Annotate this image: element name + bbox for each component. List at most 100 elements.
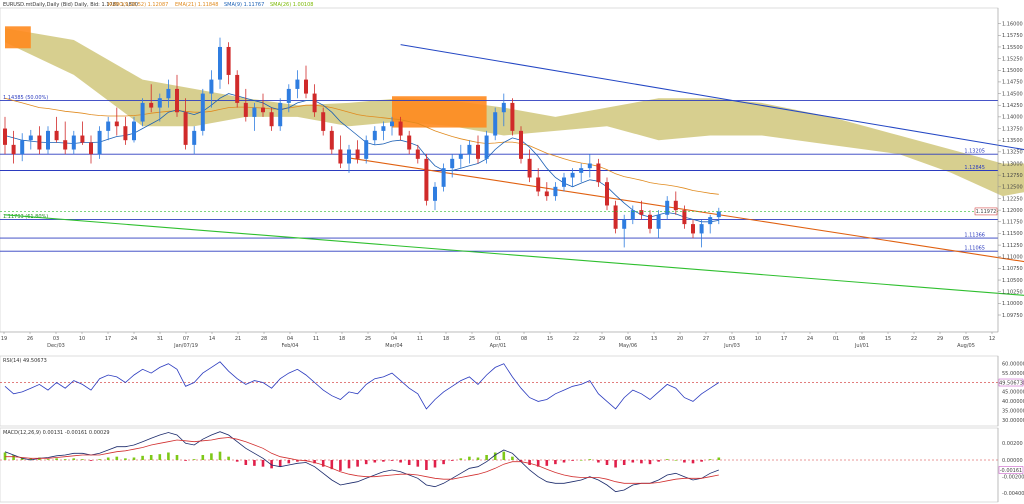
date-tick-label: 18 bbox=[339, 336, 345, 342]
price-tick-label: 1.10000 bbox=[1002, 301, 1023, 307]
macd-histogram-bar bbox=[313, 460, 316, 464]
candle-body bbox=[622, 219, 627, 229]
candle bbox=[11, 130, 16, 164]
candle-body bbox=[329, 130, 334, 150]
candle bbox=[278, 98, 283, 131]
date-tick-label: 03 bbox=[729, 336, 735, 342]
macd-tick-label: -0.00400 bbox=[1002, 491, 1024, 497]
candle-body bbox=[3, 128, 7, 145]
candle bbox=[467, 140, 472, 164]
candle bbox=[493, 107, 498, 141]
candle-body bbox=[46, 130, 50, 150]
date-tick-label: 22 bbox=[911, 336, 917, 342]
price-tick-label: 1.11500 bbox=[1002, 231, 1023, 237]
candle-body bbox=[716, 211, 721, 218]
macd-histogram-bar bbox=[648, 460, 652, 465]
macd-histogram-bar bbox=[261, 460, 265, 467]
candle-body bbox=[527, 158, 532, 178]
macd-histogram-bar bbox=[493, 452, 497, 460]
macd-histogram-bar bbox=[38, 457, 41, 460]
candle-body bbox=[269, 112, 274, 127]
candle bbox=[630, 205, 635, 225]
macd-histogram-bar bbox=[149, 455, 153, 460]
horizontal-level-label: 1.13205 bbox=[964, 149, 985, 155]
date-month-label: Jan/07/19 bbox=[173, 343, 198, 349]
rsi-lines bbox=[0, 361, 998, 410]
date-tick-label: 08 bbox=[521, 336, 527, 342]
date-tick-label: 27 bbox=[703, 336, 709, 342]
date-tick-label: 04 bbox=[287, 336, 293, 342]
date-tick-label: 20 bbox=[677, 336, 683, 342]
macd-histogram-bar bbox=[665, 459, 669, 460]
candle bbox=[579, 163, 584, 183]
horizontal-level-label: 1.11366 bbox=[964, 233, 985, 239]
candle bbox=[106, 116, 111, 141]
candle-body bbox=[114, 121, 119, 127]
macd-histogram-bar bbox=[425, 460, 428, 470]
candle-body bbox=[562, 177, 566, 187]
candle-body bbox=[708, 217, 713, 225]
macd-histogram bbox=[0, 451, 998, 471]
date-tick-label: 28 bbox=[261, 336, 267, 342]
candlesticks bbox=[3, 37, 721, 248]
date-tick-label: 24 bbox=[131, 336, 137, 342]
candle bbox=[484, 130, 489, 164]
candle bbox=[407, 130, 412, 155]
candle bbox=[321, 107, 326, 136]
candle bbox=[716, 207, 721, 225]
rsi-panel[interactable]: RSI(14) 49.50673 60.0000055.0000050.0000… bbox=[0, 355, 1024, 427]
price-tick-label: 1.11750 bbox=[1002, 220, 1023, 226]
macd-histogram-bar bbox=[330, 460, 334, 470]
candle-body bbox=[295, 79, 300, 89]
macd-histogram-bar bbox=[485, 455, 488, 460]
candle bbox=[355, 140, 360, 164]
candle bbox=[295, 70, 300, 99]
price-tick-label: 1.11250 bbox=[1002, 243, 1023, 249]
candle-body bbox=[149, 102, 154, 108]
candle bbox=[175, 74, 179, 117]
candle-body bbox=[304, 79, 308, 94]
candle-body bbox=[570, 172, 575, 178]
candle-body bbox=[80, 135, 85, 143]
date-tick-label: 10 bbox=[79, 336, 85, 342]
macd-histogram-bar bbox=[296, 460, 299, 462]
candle bbox=[20, 133, 25, 162]
candle-body bbox=[106, 121, 111, 131]
price-tick-label: 1.15500 bbox=[1002, 45, 1023, 51]
macd-histogram-bar bbox=[158, 454, 162, 460]
date-tick-label: 06 bbox=[625, 336, 631, 342]
candle bbox=[458, 144, 463, 169]
price-tick-label: 1.15000 bbox=[1002, 68, 1023, 74]
rsi-tick-label: 55.00000 bbox=[1002, 371, 1024, 377]
macd-histogram-bar bbox=[700, 460, 703, 462]
date-tick-label: 24 bbox=[807, 336, 813, 342]
macd-panel[interactable]: MACD(12,26,9) 0.00131 -0.00161 0.00029 0… bbox=[0, 427, 1024, 503]
macd-current-box bbox=[998, 466, 1024, 474]
date-tick-label: 15 bbox=[885, 336, 891, 342]
macd-histogram-bar bbox=[519, 460, 523, 462]
date-tick-label: 31 bbox=[157, 336, 163, 342]
candle-body bbox=[484, 135, 489, 159]
price-tick-label: 1.14250 bbox=[1002, 103, 1023, 109]
candle bbox=[183, 98, 188, 150]
macd-histogram-bar bbox=[184, 460, 187, 461]
candle bbox=[398, 116, 403, 141]
macd-tick-label: 0.00000 bbox=[1002, 458, 1023, 464]
candle bbox=[364, 135, 369, 164]
macd-histogram-bar bbox=[528, 460, 531, 465]
candle bbox=[648, 210, 652, 234]
candle-body bbox=[166, 88, 171, 99]
macd-histogram-bar bbox=[167, 452, 170, 460]
macd-histogram-bar bbox=[72, 458, 76, 460]
candle-body bbox=[312, 93, 317, 113]
macd-histogram-bar bbox=[132, 457, 136, 460]
macd-histogram-bar bbox=[399, 460, 402, 463]
candle bbox=[209, 70, 214, 108]
candle bbox=[605, 177, 609, 211]
candle-body bbox=[605, 182, 609, 206]
price-tick-label: 1.14750 bbox=[1002, 80, 1023, 86]
candle bbox=[3, 116, 7, 155]
macd-histogram-bar bbox=[81, 459, 84, 460]
